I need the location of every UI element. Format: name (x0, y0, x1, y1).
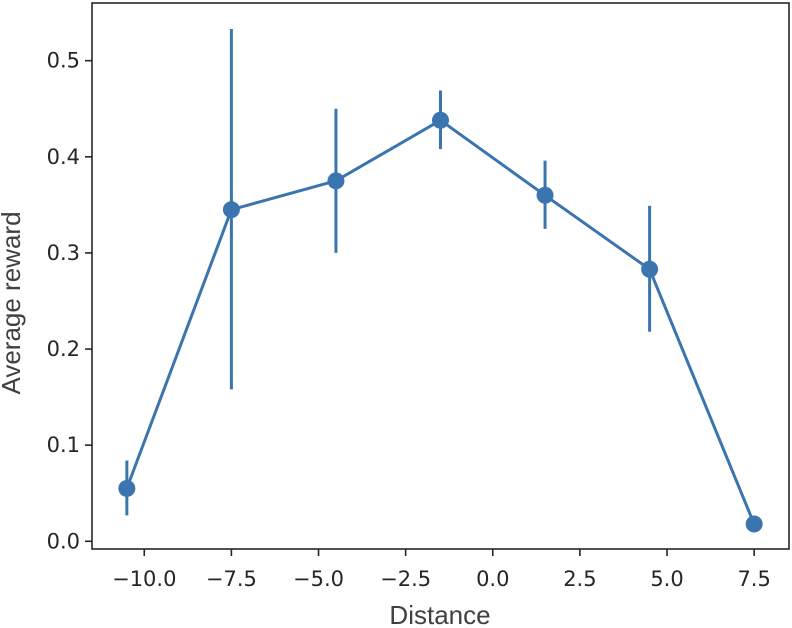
x-tick-label: −5.0 (293, 567, 344, 591)
y-tick-label: 0.3 (47, 241, 80, 265)
y-tick-label: 0.1 (47, 433, 80, 457)
x-tick-label: −10.0 (112, 567, 176, 591)
y-tick-label: 0.5 (47, 49, 80, 73)
data-point (118, 479, 136, 497)
x-tick-label: 2.5 (563, 567, 596, 591)
plot-frame (91, 2, 790, 550)
y-tick-label: 0.4 (47, 145, 80, 169)
x-tick-label: −7.5 (206, 567, 257, 591)
x-tick-label: 0.0 (476, 567, 509, 591)
x-tick-label: 5.0 (650, 567, 683, 591)
x-axis-ticks: −10.0 −7.5 −5.0 −2.5 0.0 2.5 5.0 7.5 (112, 549, 771, 591)
series-lines (125, 118, 756, 525)
series-line (125, 118, 756, 525)
x-tick-label: 7.5 (737, 567, 770, 591)
error-bars (125, 28, 652, 516)
data-point (745, 515, 763, 533)
y-tick-label: 0.2 (47, 337, 80, 361)
data-points (118, 111, 763, 533)
data-point (432, 111, 449, 129)
data-point (536, 186, 554, 204)
x-tick-label: −2.5 (380, 567, 431, 591)
x-axis-label: Distance (389, 600, 490, 628)
data-point (641, 260, 659, 278)
y-tick-label: 0.0 (47, 529, 80, 553)
data-point (222, 201, 240, 219)
y-axis-label: Average reward (0, 211, 26, 394)
data-point (327, 172, 345, 190)
y-axis-ticks: 0.0 0.1 0.2 0.3 0.4 0.5 (47, 49, 92, 553)
